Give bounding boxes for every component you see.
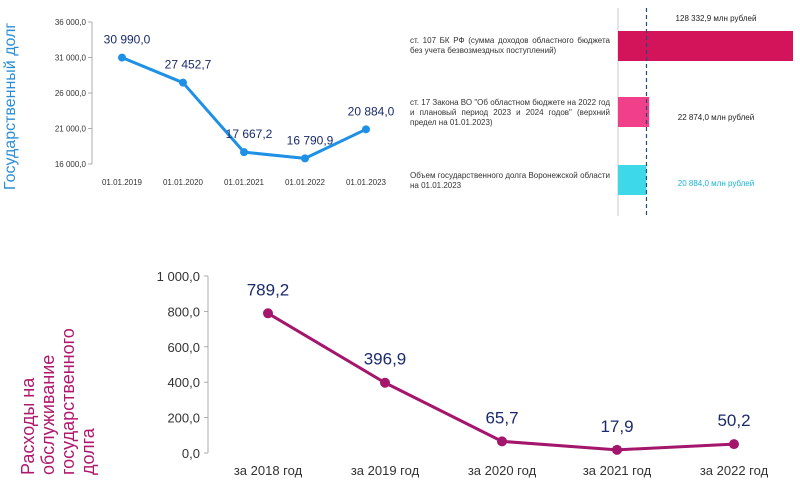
service-y-tick-label: 800,0	[167, 304, 200, 319]
debt-data-label: 27 452,7	[165, 58, 212, 72]
debt-data-label: 20 884,0	[348, 104, 395, 118]
limits-bar	[618, 31, 793, 61]
debt-y-tick-label: 26 000,0	[55, 89, 87, 98]
debt-y-tick-label: 36 000,0	[55, 18, 87, 27]
debt-chart: 36 000,0 31 000,0 26 000,0 21 000,0 16 000,0…	[55, 18, 395, 187]
service-x-tick-label: за 2021 год	[583, 463, 652, 478]
service-data-point	[612, 444, 622, 455]
service-data-label: 50,2	[717, 411, 750, 430]
service-data-label: 17,9	[600, 417, 633, 436]
service-y-tick-label: 0,0	[182, 446, 200, 461]
debt-data-point	[362, 125, 370, 134]
service-data-point	[380, 377, 390, 388]
service-x-tick-label: за 2022 год	[700, 463, 769, 478]
debt-x-tick-label: 01.01.2022	[285, 178, 326, 187]
limits-chart: 128 332,9 млн рублей 22 874,0 млн рублей 2…	[617, 8, 793, 216]
service-x-tick-label: за 2019 год	[351, 463, 420, 478]
service-x-tick-label: за 2018 год	[234, 463, 303, 478]
service-data-label: 65,7	[485, 408, 518, 427]
service-data-label: 789,2	[247, 280, 290, 299]
debt-x-tick-label: 01.01.2019	[102, 178, 143, 187]
limits-value-label: 20 884,0 млн рублей	[678, 179, 754, 188]
debt-data-point	[240, 148, 248, 157]
debt-data-label: 17 667,2	[226, 127, 273, 141]
debt-y-tick-label: 16 000,0	[55, 160, 87, 169]
service-data-label: 396,9	[364, 350, 407, 369]
service-data-point	[497, 436, 507, 447]
debt-data-point	[301, 154, 309, 163]
limits-bar	[618, 97, 650, 127]
service-data-point	[729, 439, 739, 450]
service-y-tick-label: 200,0	[167, 411, 200, 426]
limits-value-label: 128 332,9 млн рублей	[676, 14, 757, 23]
debt-data-label: 30 990,0	[104, 33, 151, 47]
bar-label-budget-revenue: ст. 107 БК РФ (сумма доходов областного …	[410, 36, 610, 55]
service-data-point	[263, 308, 273, 319]
debt-data-label: 16 790,9	[287, 133, 334, 147]
service-y-tick-label: 400,0	[167, 375, 200, 390]
debt-data-point	[179, 78, 187, 87]
bar-label-debt-volume: Объем государственного долга Воронежской…	[410, 171, 610, 190]
debt-y-tick-label: 31 000,0	[55, 54, 87, 63]
debt-y-tick-label: 21 000,0	[55, 125, 87, 134]
debt-x-tick-label: 01.01.2023	[346, 178, 387, 187]
limits-value-label: 22 874,0 млн рублей	[678, 113, 754, 122]
service-y-tick-label: 1 000,0	[157, 269, 200, 284]
debt-data-point	[118, 53, 126, 62]
bar-label-upper-limit: ст. 17 Закона ВО "Об областном бюджете н…	[410, 98, 610, 127]
limits-bar	[618, 165, 647, 195]
service-series-line	[267, 312, 735, 452]
service-y-tick-label: 600,0	[167, 340, 200, 355]
service-x-tick-label: за 2020 год	[468, 463, 537, 478]
debt-x-tick-label: 01.01.2020	[163, 178, 204, 187]
debt-x-tick-label: 01.01.2021	[224, 178, 265, 187]
